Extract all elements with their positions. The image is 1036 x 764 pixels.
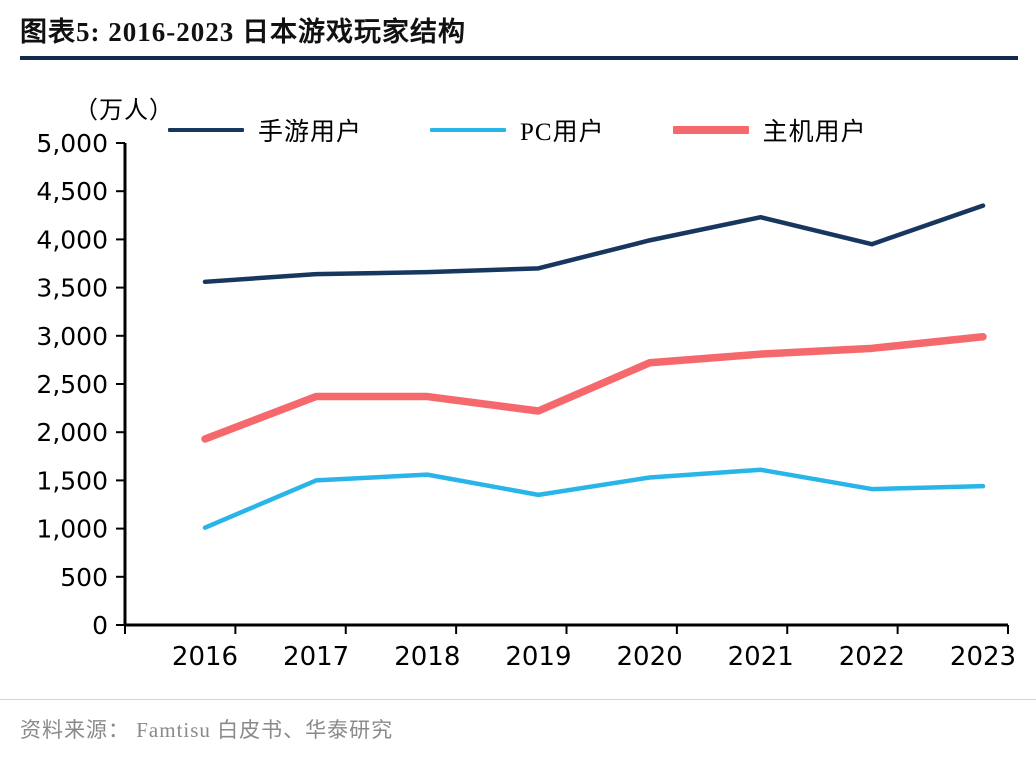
x-tick-label: 2022 (839, 642, 905, 672)
chart-header: 图表5: 2016-2023 日本游戏玩家结构 (0, 0, 1036, 60)
series-line-PC用户 (202, 467, 986, 530)
x-tick-label: 2018 (394, 642, 460, 672)
y-tick-label: 3,000 (36, 322, 108, 351)
legend-label: PC用户 (520, 119, 605, 146)
x-tick-label: 2023 (950, 642, 1016, 672)
x-tick-label: 2017 (283, 642, 349, 672)
y-tick-label: 0 (92, 611, 108, 640)
chart-title: 图表5: 2016-2023 日本游戏玩家结构 (20, 17, 466, 47)
y-tick-label: 1,500 (36, 466, 108, 495)
source-note: 资料来源： Famtisu 白皮书、华泰研究 (20, 718, 394, 742)
y-tick-label: 4,000 (36, 225, 108, 254)
x-tick-label: 2020 (616, 642, 682, 672)
footer-divider (0, 699, 1036, 700)
x-tick-label: 2016 (172, 642, 238, 672)
legend-label: 主机用户 (762, 119, 867, 146)
chart-legend: 手游用户 PC用户 主机用户 (168, 112, 867, 148)
line-chart: （万人） 0 500 1,000 1,500 2,000 2,500 3,000 3,500 4… (0, 60, 1036, 685)
legend-item: 主机用户 (672, 112, 867, 148)
x-tick-label: 2021 (728, 642, 794, 672)
x-tick-label: 2019 (505, 642, 571, 672)
legend-swatch (672, 126, 749, 134)
y-tick-label: 2,500 (36, 370, 108, 399)
series-line-手游用户 (202, 203, 986, 285)
y-tick-label: 4,500 (36, 177, 108, 206)
y-tick-label: 5,000 (36, 129, 108, 158)
legend-item: PC用户 (430, 112, 605, 148)
legend-swatch (430, 127, 507, 133)
series-line-主机用户 (201, 333, 987, 443)
title-underline (20, 56, 1018, 60)
y-tick-label: 2,000 (36, 418, 108, 447)
y-tick-label: 500 (60, 563, 108, 592)
legend-swatch (168, 127, 244, 133)
legend-item: 手游用户 (168, 112, 362, 148)
y-axis-unit-label: （万人） (74, 98, 174, 124)
y-tick-label: 3,500 (36, 274, 108, 303)
legend-label: 手游用户 (258, 119, 363, 146)
chart-canvas: 0 500 1,000 1,500 2,000 2,500 3,000 3,500 4,000 4… (36, 129, 1016, 672)
y-tick-label: 1,000 (36, 515, 108, 544)
